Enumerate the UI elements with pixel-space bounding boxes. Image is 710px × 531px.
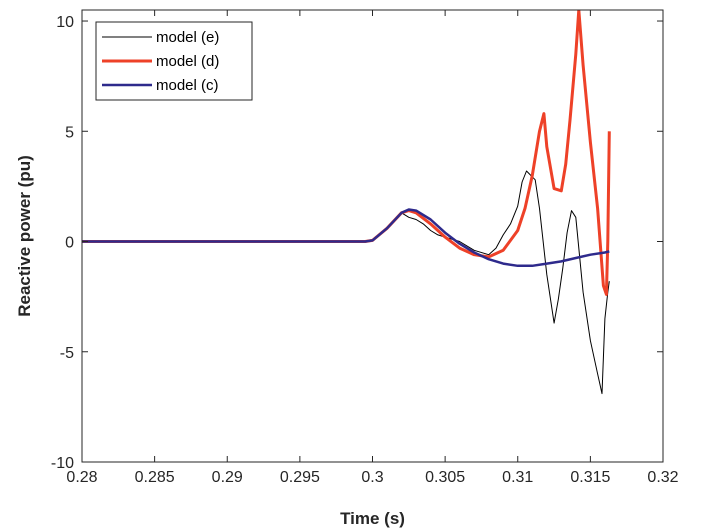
x-tick-label: 0.315 bbox=[570, 469, 610, 486]
x-tick-label: 0.29 bbox=[212, 469, 243, 486]
y-axis-title: Reactive power (pu) bbox=[15, 155, 34, 317]
y-tick-label: -10 bbox=[51, 455, 74, 472]
x-tick-label: 0.305 bbox=[425, 469, 465, 486]
x-tick-label: 0.295 bbox=[280, 469, 320, 486]
series-line-3 bbox=[82, 208, 610, 268]
x-tick-label: 0.31 bbox=[502, 469, 533, 486]
y-tick-label: 0 bbox=[65, 235, 74, 252]
y-tick-label: 5 bbox=[65, 124, 74, 141]
series-layer bbox=[82, 10, 611, 395]
y-tick-label: 10 bbox=[56, 14, 74, 31]
legend-label-3: model (c) bbox=[156, 77, 219, 94]
x-tick-label: 0.3 bbox=[361, 469, 383, 486]
y-tick-label: -5 bbox=[60, 345, 74, 362]
x-tick-label: 0.285 bbox=[135, 469, 175, 486]
x-tick-label: 0.32 bbox=[647, 469, 678, 486]
legend-label-2: model (d) bbox=[156, 53, 219, 70]
legend: model (e) model (d) model (c) bbox=[95, 21, 253, 101]
x-axis-title: Time (s) bbox=[340, 509, 405, 528]
x-tick-label: 0.28 bbox=[66, 469, 97, 486]
legend-label-1: model (e) bbox=[156, 29, 219, 46]
axes-layer: 0.28 0.285 0.29 0.295 0.3 0.305 0.31 0.315 0.32 -… bbox=[51, 9, 679, 486]
